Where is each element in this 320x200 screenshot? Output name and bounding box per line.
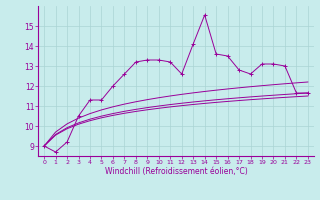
X-axis label: Windchill (Refroidissement éolien,°C): Windchill (Refroidissement éolien,°C) [105,167,247,176]
